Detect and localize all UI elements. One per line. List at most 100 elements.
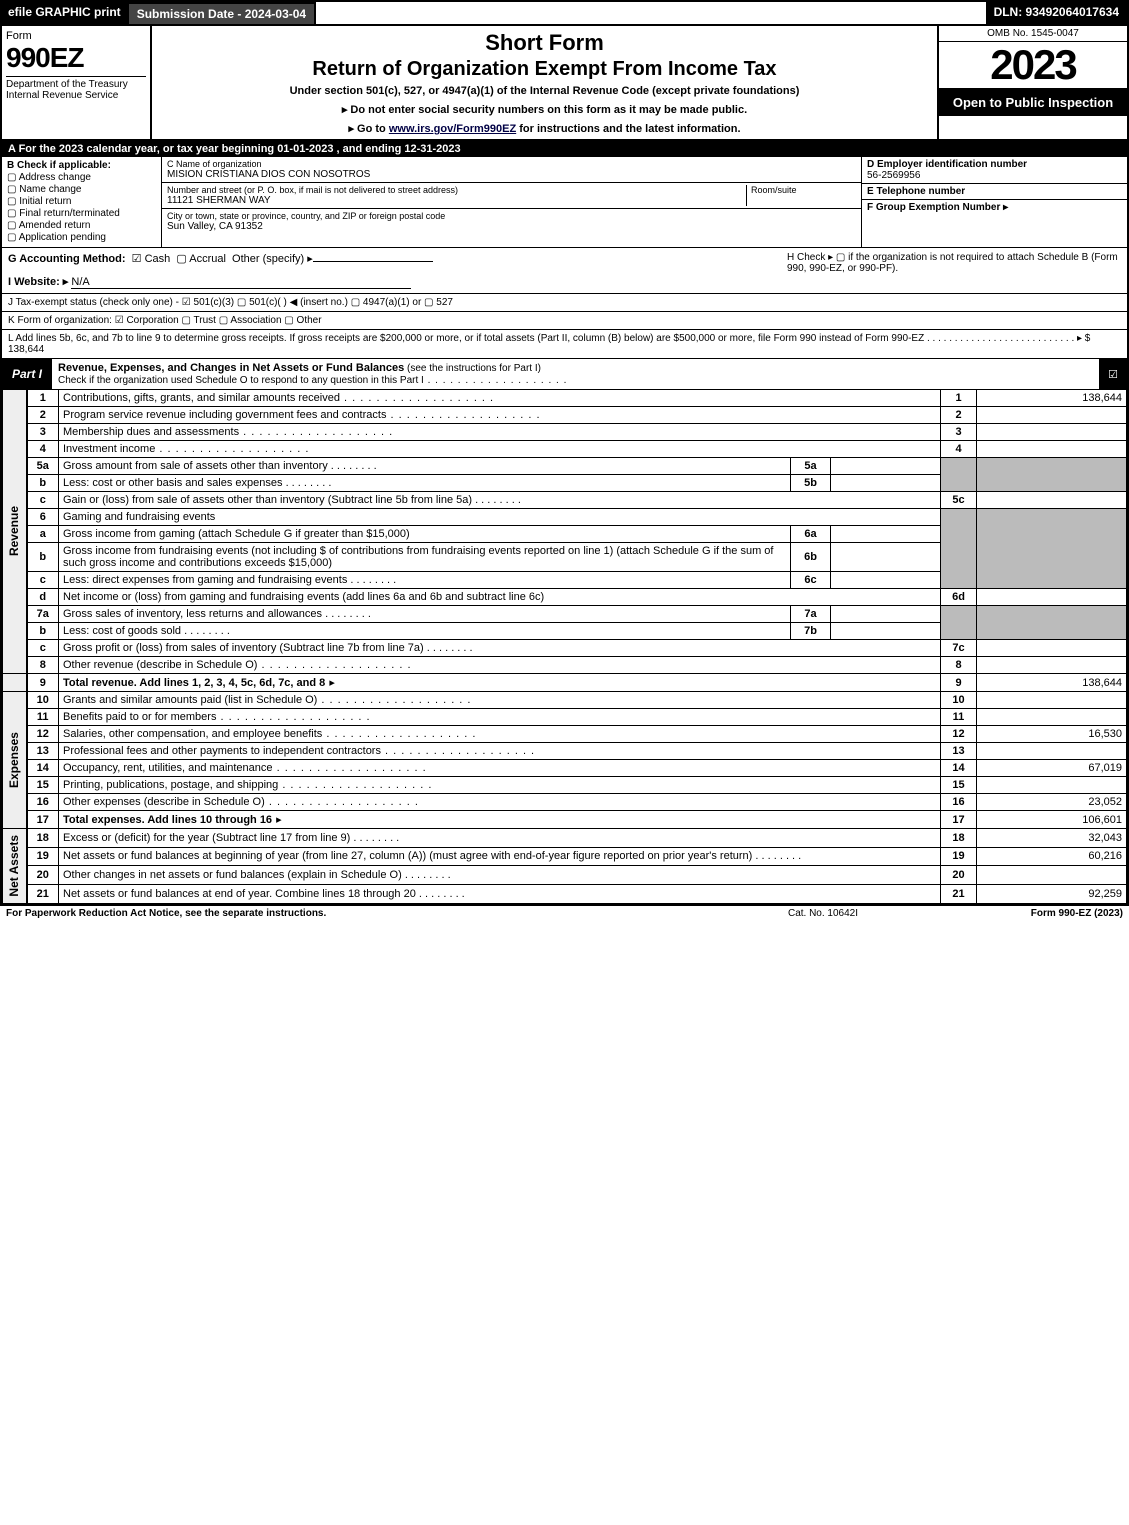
amt-4 xyxy=(977,441,1127,458)
num-3: 3 xyxy=(941,424,977,441)
l-amount: 138,644 xyxy=(8,344,44,355)
ln-4: 4 xyxy=(27,441,59,458)
num-4: 4 xyxy=(941,441,977,458)
ln-5b: b xyxy=(27,475,59,492)
part-i-sub: Check if the organization used Schedule … xyxy=(58,375,567,386)
desc-6: Gaming and fundraising events xyxy=(59,509,941,526)
form-word: Form xyxy=(6,30,146,42)
title-short-form: Short Form xyxy=(158,30,931,56)
amt-3 xyxy=(977,424,1127,441)
subval-7a xyxy=(831,606,941,623)
b-header: B Check if applicable: xyxy=(7,160,156,171)
c-city-label: City or town, state or province, country… xyxy=(167,211,856,221)
form-header: Form 990EZ Department of the Treasury In… xyxy=(2,26,1127,141)
amt-19: 60,216 xyxy=(977,847,1127,866)
shade-6-amt xyxy=(977,509,1127,589)
part-i-check[interactable]: ☑ xyxy=(1099,368,1127,381)
goto-line: ▸ Go to www.irs.gov/Form990EZ for instru… xyxy=(158,122,931,135)
amt-15 xyxy=(977,777,1127,794)
footer-formref: Form 990-EZ (2023) xyxy=(923,908,1123,919)
g-label: G Accounting Method: xyxy=(8,253,126,265)
amt-14: 67,019 xyxy=(977,760,1127,777)
amt-1: 138,644 xyxy=(977,390,1127,407)
desc-7b: Less: cost of goods sold xyxy=(59,623,791,640)
c-name-value: MISION CRISTIANA DIOS CON NOSOTROS xyxy=(167,169,856,180)
part-i-label: Part I xyxy=(2,364,52,384)
ln-14: 14 xyxy=(27,760,59,777)
omb-number: OMB No. 1545-0047 xyxy=(939,26,1127,42)
sub-6c: 6c xyxy=(791,572,831,589)
ln-19: 19 xyxy=(27,847,59,866)
lines-table: Revenue 1 Contributions, gifts, grants, … xyxy=(2,389,1127,904)
desc-9: Total revenue. Add lines 1, 2, 3, 4, 5c,… xyxy=(59,674,941,692)
amt-12: 16,530 xyxy=(977,726,1127,743)
subval-6c xyxy=(831,572,941,589)
ln-17: 17 xyxy=(27,811,59,829)
ln-6d: d xyxy=(27,589,59,606)
shade-7-amt xyxy=(977,606,1127,640)
tax-year: 2023 xyxy=(939,42,1127,88)
num-17: 17 xyxy=(941,811,977,829)
num-10: 10 xyxy=(941,692,977,709)
g-cash[interactable]: Cash xyxy=(132,253,171,265)
header-left: Form 990EZ Department of the Treasury In… xyxy=(2,26,152,139)
desc-3: Membership dues and assessments xyxy=(59,424,941,441)
g-other-blank[interactable] xyxy=(313,261,433,262)
ln-6a: a xyxy=(27,526,59,543)
col-d-ein: D Employer identification number 56-2569… xyxy=(862,157,1127,247)
side-revenue: Revenue xyxy=(3,390,27,674)
desc-17: Total expenses. Add lines 10 through 16 xyxy=(59,811,941,829)
c-address-cell: Number and street (or P. O. box, if mail… xyxy=(162,183,861,209)
chk-initial-return[interactable]: Initial return xyxy=(7,196,156,207)
row-l: L Add lines 5b, 6c, and 7b to line 9 to … xyxy=(2,330,1127,359)
chk-name-change[interactable]: Name change xyxy=(7,184,156,195)
part-i-title-paren: (see the instructions for Part I) xyxy=(404,363,541,374)
ln-7b: b xyxy=(27,623,59,640)
chk-amended-return[interactable]: Amended return xyxy=(7,220,156,231)
submission-date: Submission Date - 2024-03-04 xyxy=(127,2,316,26)
desc-1: Contributions, gifts, grants, and simila… xyxy=(59,390,941,407)
chk-address-change[interactable]: Address change xyxy=(7,172,156,183)
desc-7c: Gross profit or (loss) from sales of inv… xyxy=(59,640,941,657)
irs-link[interactable]: www.irs.gov/Form990EZ xyxy=(389,123,516,135)
c-city-cell: City or town, state or province, country… xyxy=(162,209,861,234)
desc-6b: Gross income from fundraising events (no… xyxy=(59,543,791,572)
amt-17: 106,601 xyxy=(977,811,1127,829)
goto-suffix: for instructions and the latest informat… xyxy=(516,123,740,135)
efile-print-label[interactable]: efile GRAPHIC print xyxy=(2,2,127,26)
goto-prefix: ▸ Go to xyxy=(348,123,388,135)
sub-6b: 6b xyxy=(791,543,831,572)
c-addr-value: 11121 SHERMAN WAY xyxy=(167,195,746,206)
shade-5ab xyxy=(941,458,977,492)
num-15: 15 xyxy=(941,777,977,794)
amt-16: 23,052 xyxy=(977,794,1127,811)
num-14: 14 xyxy=(941,760,977,777)
chk-final-return[interactable]: Final return/terminated xyxy=(7,208,156,219)
g-accrual[interactable]: Accrual xyxy=(176,253,226,265)
ln-21: 21 xyxy=(27,884,59,903)
desc-12: Salaries, other compensation, and employ… xyxy=(59,726,941,743)
ln-15: 15 xyxy=(27,777,59,794)
f-group-label: F Group Exemption Number ▸ xyxy=(867,202,1122,213)
desc-5b: Less: cost or other basis and sales expe… xyxy=(59,475,791,492)
num-6d: 6d xyxy=(941,589,977,606)
shade-5ab-amt xyxy=(977,458,1127,492)
footer-catno: Cat. No. 10642I xyxy=(723,908,923,919)
page-footer: For Paperwork Reduction Act Notice, see … xyxy=(0,906,1129,921)
c-room-label: Room/suite xyxy=(751,185,856,195)
desc-19: Net assets or fund balances at beginning… xyxy=(59,847,941,866)
sub-5a: 5a xyxy=(791,458,831,475)
section-text: Under section 501(c), 527, or 4947(a)(1)… xyxy=(158,85,931,97)
l-text: L Add lines 5b, 6c, and 7b to line 9 to … xyxy=(8,333,1090,344)
ln-5c: c xyxy=(27,492,59,509)
ln-8: 8 xyxy=(27,657,59,674)
ln-12: 12 xyxy=(27,726,59,743)
shade-7 xyxy=(941,606,977,640)
chk-application-pending[interactable]: Application pending xyxy=(7,232,156,243)
ln-6b: b xyxy=(27,543,59,572)
c-name-label: C Name of organization xyxy=(167,159,856,169)
sub-7b: 7b xyxy=(791,623,831,640)
desc-4: Investment income xyxy=(59,441,941,458)
part-i-title-text: Revenue, Expenses, and Changes in Net As… xyxy=(58,362,404,374)
ln-7a: 7a xyxy=(27,606,59,623)
